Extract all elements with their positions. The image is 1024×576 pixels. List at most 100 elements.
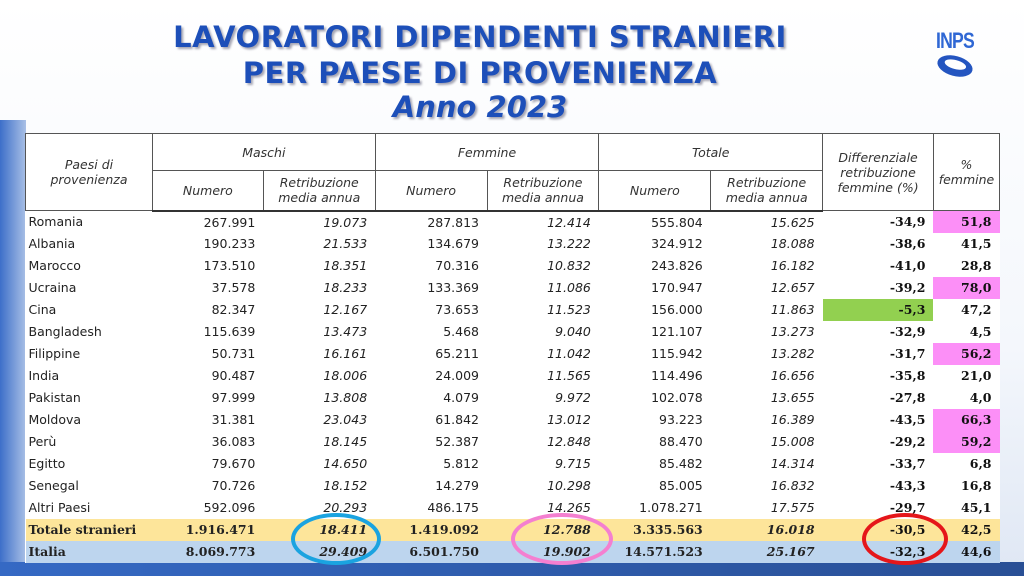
cell-t-num: 555.804 [651, 214, 703, 230]
cell-pf: 21,0 [961, 368, 992, 383]
cell-t-num: 85.005 [659, 478, 703, 493]
cell-country: Perù [28, 434, 57, 449]
cell-t-ret: 13.282 [770, 346, 815, 361]
cell-f-ret: 9.040 [555, 324, 591, 339]
cell-country: Totale stranieri [25, 518, 153, 541]
cell-pf: 47,2 [961, 302, 992, 317]
cell-t-ret: 13.273 [770, 324, 815, 339]
cell-m-ret: 14.650 [323, 456, 368, 471]
cell-t-num: 324.912 [651, 236, 703, 251]
cell-t-ret: 16.389 [770, 412, 815, 427]
logo-ring-icon [935, 51, 975, 81]
header-country: Paesi di provenienza [25, 133, 153, 211]
cell-t-ret: 16.656 [770, 368, 815, 383]
table-row: India 90.487 18.006 24.009 11.565 114.496 16.6… [26, 365, 1000, 387]
cell-diff: -33,7 [889, 456, 926, 471]
cell-diff: -43,3 [889, 478, 926, 493]
table-row: Moldova 31.381 23.043 61.842 13.012 93.223 16.… [26, 408, 1000, 431]
cell-f-ret: 12.414 [547, 214, 591, 230]
cell-f-num: 134.679 [427, 236, 480, 251]
header-numero: Numero [598, 170, 712, 212]
cell-t-num: 85.482 [659, 456, 703, 471]
cell-f-num: 70.316 [435, 258, 480, 273]
header-differenziale: Differenziale retribuzione femmine (%) [822, 133, 934, 211]
table-row: Romania 267.991 19.073 287.813 12.414 555.804… [26, 210, 1000, 233]
cell-f-ret: 11.042 [547, 346, 591, 361]
table-row: Ucraina 37.578 18.233 133.369 11.086 170.947 1… [26, 276, 1000, 299]
cell-pf: 78,0 [933, 276, 1000, 299]
cell-diff: -34,9 [889, 214, 926, 230]
cell-f-ret: 13.012 [547, 412, 591, 427]
cell-t-ret: 12.657 [770, 280, 815, 295]
table-row: Egitto 79.670 14.650 5.812 9.715 85.482 14.314… [26, 453, 1000, 475]
workers-table: Paesi di provenienza Maschi Femmine Tota… [25, 133, 1001, 563]
table-row: Marocco 173.510 18.351 70.316 10.832 243.826 1… [26, 255, 1000, 277]
cell-diff: -32,9 [889, 324, 926, 339]
cell-t-num: 170.947 [651, 280, 703, 295]
cell-country: Altri Paesi [28, 500, 91, 515]
cell-f-ret: 9.715 [555, 456, 591, 471]
cell-f-ret: 14.265 [547, 500, 591, 515]
cell-m-num: 90.487 [211, 368, 256, 383]
cell-pf: 44,6 [933, 540, 1000, 563]
header-totale: Totale [598, 133, 824, 171]
header-retribuzione: Retribuzione media annua [262, 170, 376, 212]
cell-m-num: 36.083 [211, 434, 256, 449]
table-row: Cina 82.347 12.167 73.653 11.523 156.000 11.86… [26, 298, 1000, 321]
cell-country: Senegal [28, 478, 79, 493]
cell-f-ret: 11.086 [547, 280, 591, 295]
cell-f-ret: 10.298 [547, 478, 591, 493]
cell-pf: 6,8 [969, 456, 992, 471]
cell-pf: 56,2 [933, 342, 1000, 365]
cell-country: Ucraina [28, 280, 77, 295]
cell-f-num: 486.175 [427, 500, 480, 515]
cell-pf: 28,8 [961, 258, 992, 273]
cell-t-num: 1.078.271 [639, 500, 703, 515]
cell-t-ret: 18.088 [770, 236, 815, 251]
cell-m-num: 82.347 [211, 302, 256, 317]
cell-diff: -5,3 [822, 298, 934, 321]
cell-country: Albania [28, 236, 76, 251]
cell-diff: -29,2 [889, 434, 926, 449]
inps-logo: INPS [930, 28, 980, 81]
cell-f-num: 61.842 [435, 412, 480, 427]
cell-country: India [28, 368, 60, 383]
cell-t-num: 88.470 [659, 434, 703, 449]
header-numero: Numero [374, 170, 488, 212]
cell-country: Italia [25, 540, 153, 563]
cell-t-num: 121.107 [651, 324, 703, 339]
header-numero: Numero [151, 170, 264, 212]
cell-f-num: 1.419.092 [375, 518, 488, 541]
slide-bottom-decoration [0, 562, 1024, 576]
cell-m-ret: 13.473 [323, 324, 368, 339]
slide-title-line2: PER PAESE DI PROVENIENZA [242, 56, 718, 90]
table-row: Pakistan 97.999 13.808 4.079 9.972 102.078 13.… [26, 387, 1000, 409]
logo-text: INPS [936, 28, 975, 53]
cell-t-ret: 15.625 [770, 214, 815, 230]
cell-m-num: 190.233 [203, 236, 256, 251]
cell-t-ret: 11.863 [770, 302, 815, 317]
cell-m-ret: 18.351 [323, 258, 368, 273]
cell-pf: 51,8 [933, 210, 1000, 233]
cell-country: Bangladesh [28, 324, 102, 339]
cell-t-num: 14.571.523 [598, 540, 711, 563]
cell-m-ret: 13.808 [323, 390, 368, 405]
cell-t-ret: 13.655 [770, 390, 815, 405]
cell-f-num: 133.369 [427, 280, 480, 295]
cell-f-num: 73.653 [435, 302, 480, 317]
cell-country: Filippine [28, 346, 81, 361]
cell-t-num: 156.000 [651, 302, 703, 317]
cell-m-num: 1.916.471 [152, 518, 264, 541]
cell-m-ret: 12.167 [323, 302, 368, 317]
cell-m-num: 31.381 [211, 412, 256, 427]
cell-t-ret: 14.314 [770, 456, 815, 471]
slide-title-year: Anno 2023 [392, 90, 568, 124]
header-retribuzione: Retribuzione media annua [710, 170, 824, 212]
cell-diff: -43,5 [889, 412, 926, 427]
cell-m-ret: 19.073 [323, 214, 368, 230]
cell-f-ret: 13.222 [547, 236, 591, 251]
cell-pf: 45,1 [961, 500, 992, 515]
cell-m-ret: 23.043 [323, 412, 368, 427]
cell-t-ret: 25.167 [710, 540, 823, 563]
cell-t-num: 93.223 [659, 412, 703, 427]
